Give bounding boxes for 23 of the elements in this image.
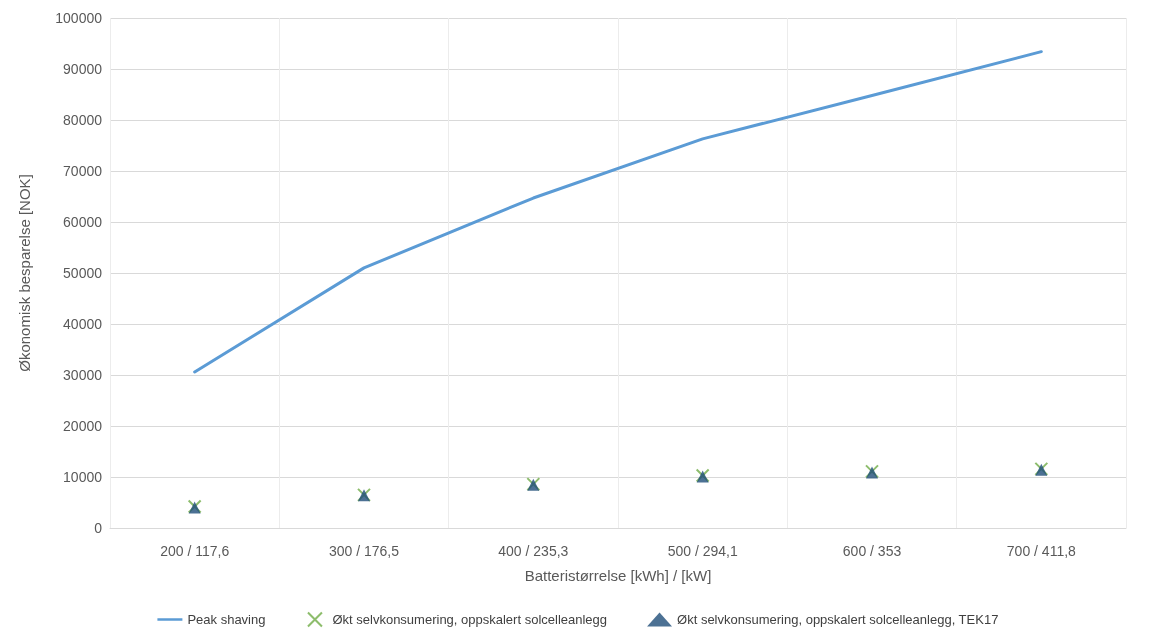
x-tick-label: 600 / 353 bbox=[842, 543, 902, 559]
y-tick-label: 70000 bbox=[63, 163, 103, 179]
legend-label: Peak shaving bbox=[187, 612, 266, 627]
y-tick-label: 60000 bbox=[63, 214, 103, 230]
line-series bbox=[193, 50, 1043, 374]
y-tick-label: 10000 bbox=[63, 469, 103, 485]
y-tick-label: 90000 bbox=[63, 61, 103, 77]
legend-label: Økt selvkonsumering, oppskalert solcelleanlegg, TEK17 bbox=[677, 612, 999, 627]
y-tick-label: 20000 bbox=[63, 418, 103, 434]
legend-label: Økt selvkonsumering, oppskalert solcelleanlegg bbox=[332, 612, 608, 627]
x-tick-label: 200 / 117,6 bbox=[160, 543, 230, 559]
y-tick-label: 80000 bbox=[63, 112, 103, 128]
y-tick-label: 50000 bbox=[63, 265, 103, 281]
x-tick-label: 500 / 294,1 bbox=[667, 543, 738, 559]
x-tick-label: 300 / 176,5 bbox=[328, 543, 400, 559]
y-tick-label: 0 bbox=[94, 520, 103, 536]
y-axis-title: Økonomisk besparelse [NOK] bbox=[16, 174, 33, 372]
y-tick-label: 100000 bbox=[55, 10, 103, 26]
y-tick-label: 40000 bbox=[63, 316, 103, 332]
x-axis-title: Batteristørrelse [kWh] / [kW] bbox=[524, 567, 712, 584]
x-tick-label: 700 / 411,8 bbox=[1006, 543, 1077, 559]
x-tick-label: 400 / 235,3 bbox=[498, 543, 569, 559]
y-tick-label: 30000 bbox=[63, 367, 103, 383]
